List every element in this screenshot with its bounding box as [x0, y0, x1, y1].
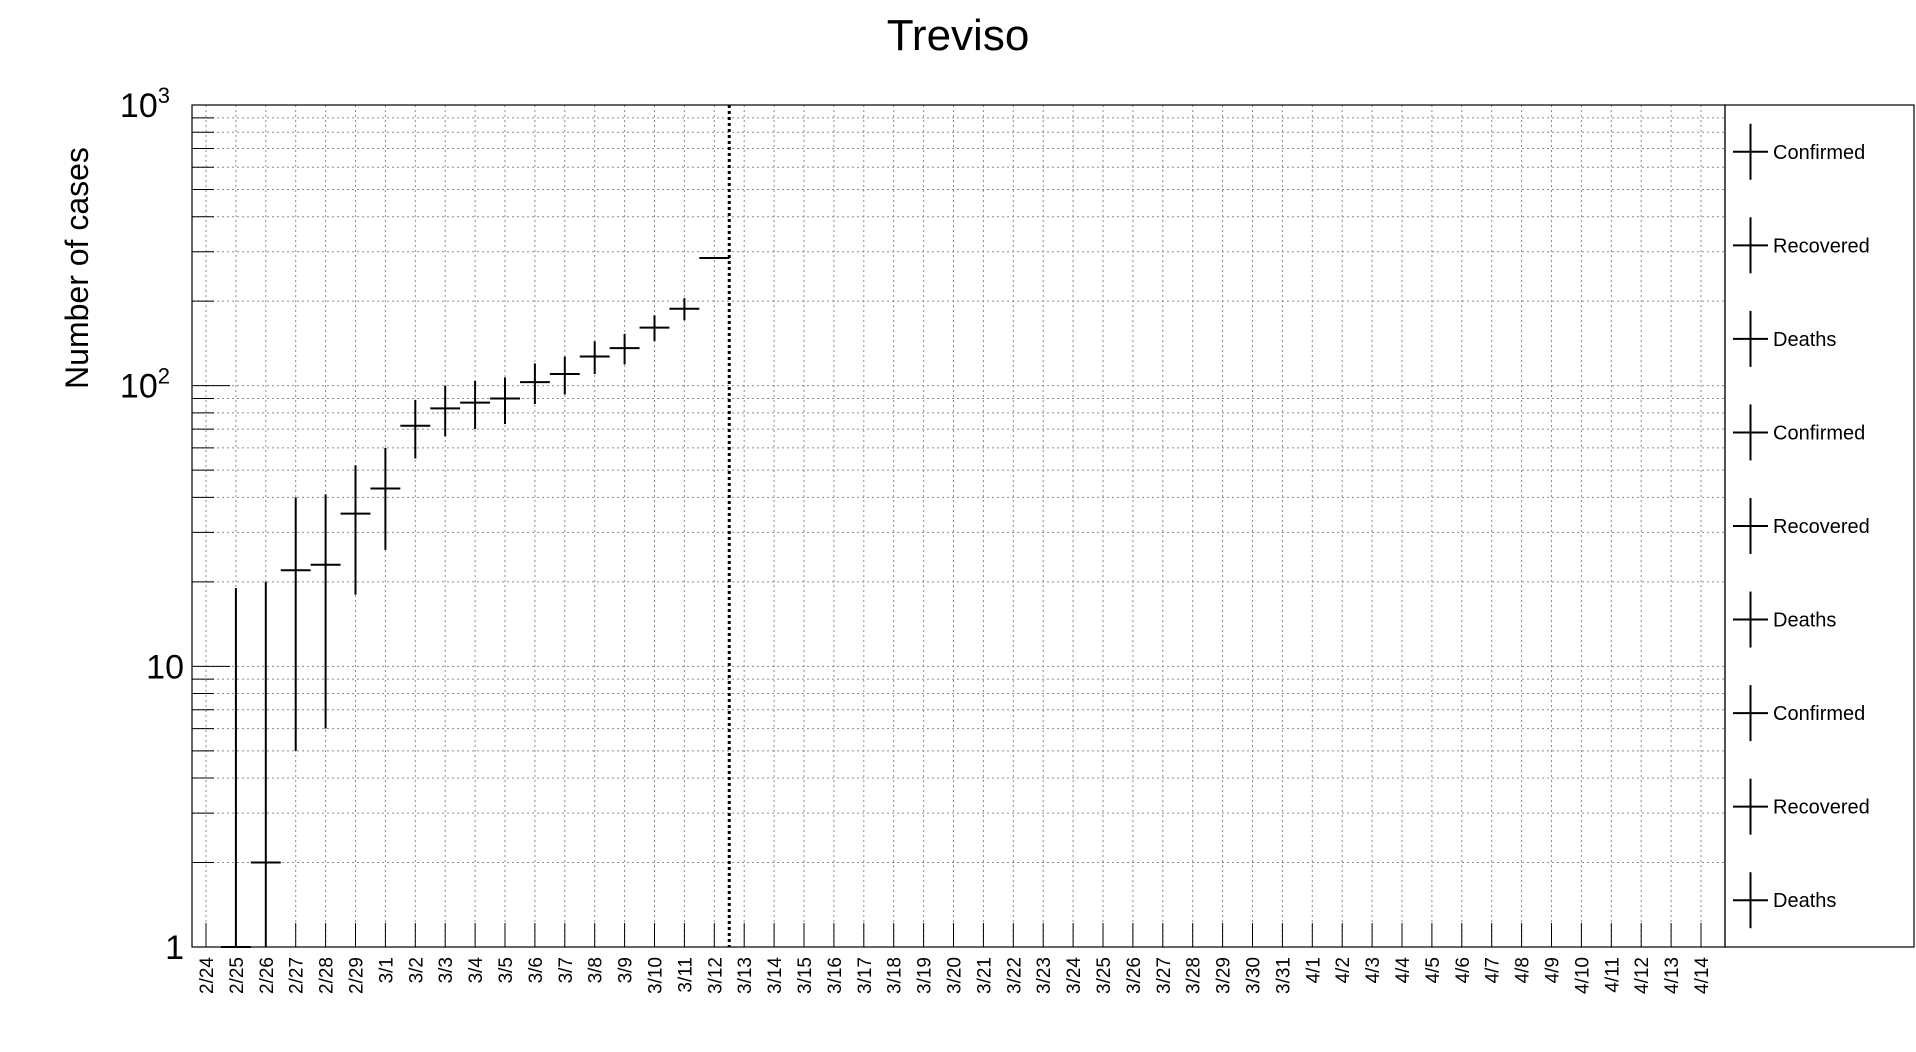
y-tick-label: 102 [120, 364, 170, 406]
y-tick-label: 10 [146, 648, 184, 686]
x-tick-label: 3/29 [1214, 957, 1235, 994]
y-tick-label: 1 [165, 929, 184, 967]
legend: Confirmed Recovered Deaths Confirmed Recover… [1724, 104, 1915, 948]
data-point [220, 588, 251, 948]
chart-title: Treviso [887, 11, 1030, 60]
x-tick-label: 3/11 [675, 957, 696, 993]
legend-entry: Deaths [1733, 310, 1836, 367]
x-tick-label: 3/1 [376, 957, 397, 983]
legend-entry: Deaths [1733, 872, 1836, 929]
data-point [340, 465, 371, 595]
x-tick-label: 3/25 [1094, 957, 1115, 994]
x-tick-label: 4/5 [1423, 957, 1444, 983]
data-point [639, 315, 670, 342]
data-point [519, 363, 550, 405]
x-tick-label: 3/23 [1034, 957, 1055, 994]
x-tick-label: 3/13 [735, 957, 756, 994]
x-tick-label: 3/17 [855, 957, 876, 994]
x-tick-label: 3/22 [1004, 957, 1025, 994]
data-point [460, 380, 491, 430]
x-tick-label: 3/12 [705, 957, 726, 994]
x-tick-label: 2/29 [347, 957, 368, 994]
data-point [370, 447, 401, 550]
x-tick-label: 2/26 [257, 957, 278, 994]
x-tick-label: 4/7 [1483, 957, 1504, 983]
x-tick-label: 2/28 [317, 957, 338, 994]
legend-label: Deaths [1773, 890, 1836, 912]
data-point [549, 356, 580, 395]
plot-frame [191, 104, 1726, 948]
y-axis-label: Number of cases [59, 147, 95, 389]
data-point [310, 494, 341, 729]
legend-label: Confirmed [1773, 703, 1865, 725]
legend-label: Deaths [1773, 610, 1836, 632]
x-tick-label: 3/4 [466, 957, 487, 984]
x-tick-label: 3/2 [406, 957, 427, 983]
x-tick-label: 3/16 [825, 957, 846, 994]
x-tick-label: 3/21 [974, 957, 995, 994]
x-tick-label: 3/31 [1273, 957, 1294, 994]
x-tick-label: 3/27 [1154, 957, 1175, 994]
x-tick-label: 3/18 [885, 957, 906, 994]
x-tick-label: 4/8 [1513, 957, 1534, 983]
data-point [250, 581, 281, 947]
x-tick-label: 4/6 [1453, 957, 1474, 983]
data-point [579, 341, 610, 375]
x-tick-label: 3/14 [765, 957, 786, 994]
x-tick-label: 3/24 [1064, 957, 1085, 994]
legend-label: Deaths [1773, 329, 1836, 351]
data-point [609, 333, 640, 365]
data-points [220, 257, 730, 948]
x-tick-label: 3/15 [795, 957, 816, 994]
x-tick-label: 3/26 [1124, 957, 1145, 994]
legend-entry: Deaths [1733, 591, 1836, 648]
legend-label: Recovered [1773, 797, 1870, 819]
legend-label: Confirmed [1773, 422, 1865, 444]
legend-label: Recovered [1773, 516, 1870, 538]
legend-label: Confirmed [1773, 142, 1865, 164]
x-tick-label: 4/3 [1363, 957, 1384, 983]
x-tick-label: 4/14 [1692, 957, 1713, 994]
x-tick-label: 4/12 [1632, 957, 1653, 994]
x-tick-label: 3/30 [1244, 957, 1265, 994]
x-tick-label: 3/3 [436, 957, 457, 983]
x-tick-label: 4/9 [1543, 957, 1564, 983]
x-tick-label: 3/10 [646, 957, 667, 994]
legend-entry: Confirmed [1733, 404, 1865, 461]
legend-entry: Recovered [1733, 778, 1870, 835]
data-point [669, 298, 700, 321]
x-tick-label: 3/6 [526, 957, 547, 983]
x-tick-label: 3/20 [945, 957, 966, 994]
legend-entry: Confirmed [1733, 685, 1865, 742]
data-point [490, 377, 520, 425]
x-tick-label: 3/5 [496, 957, 517, 983]
legend-label: Recovered [1773, 235, 1870, 257]
grid [192, 105, 1725, 947]
x-tick-label: 4/4 [1393, 957, 1414, 984]
x-tick-label: 4/13 [1662, 957, 1683, 994]
x-tick-label: 4/11 [1602, 957, 1623, 993]
x-tick-label: 3/28 [1184, 957, 1205, 994]
x-tick-label: 3/19 [915, 957, 936, 994]
legend-entry: Recovered [1733, 217, 1870, 274]
x-tick-label: 2/27 [287, 957, 308, 994]
legend-entry: Recovered [1733, 498, 1870, 554]
y-tick-label: 103 [120, 83, 170, 125]
x-tick-label: 4/1 [1303, 957, 1324, 983]
x-tick-label: 4/10 [1572, 957, 1593, 994]
data-point [400, 399, 431, 459]
data-point [280, 497, 311, 751]
data-point [430, 385, 461, 437]
x-tick-label: 4/2 [1333, 957, 1354, 983]
x-tick-label: 3/9 [616, 957, 637, 983]
x-tick-label: 2/24 [197, 957, 218, 994]
x-tick-label: 3/7 [556, 957, 577, 983]
legend-entry: Confirmed [1733, 123, 1865, 180]
x-tick-label: 3/8 [586, 957, 607, 983]
x-tick-label: 2/25 [227, 957, 248, 994]
